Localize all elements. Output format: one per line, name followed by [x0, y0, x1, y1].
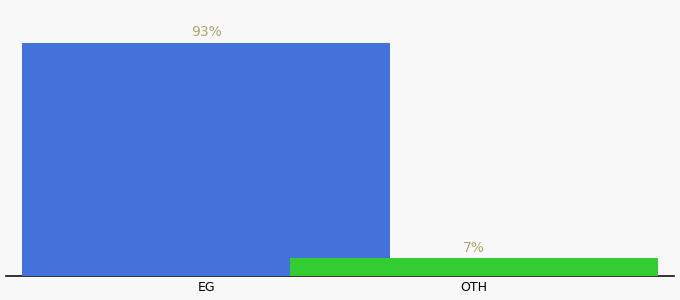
Text: 7%: 7%	[463, 241, 485, 255]
Bar	[290, 258, 658, 276]
Text: 93%: 93%	[191, 25, 222, 39]
Bar	[22, 43, 390, 276]
